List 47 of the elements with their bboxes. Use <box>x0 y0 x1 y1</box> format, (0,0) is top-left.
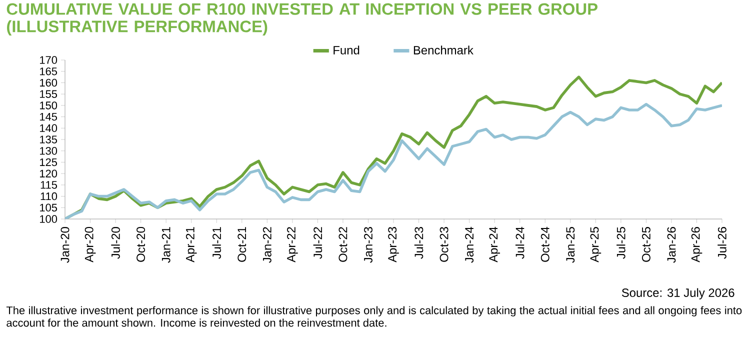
source-note: Source: 31 July 2026 <box>622 288 734 300</box>
y-tick-label: 100 <box>40 215 58 223</box>
y-tick-label: 135 <box>40 136 58 144</box>
x-tick-label: Jul-24 <box>515 226 524 259</box>
x-tick-label: Jul-20 <box>111 226 120 259</box>
x-tick-label: Jan-26 <box>667 227 676 263</box>
x-tick-label: Oct-23 <box>440 227 448 262</box>
y-tick-label: 125 <box>40 158 58 166</box>
x-tick-label: Jul-23 <box>414 227 424 259</box>
x-tick-label: Jan-23 <box>364 227 372 263</box>
x-tick-label: Apr-24 <box>489 226 500 262</box>
y-tick-label: 140 <box>40 124 58 132</box>
x-tick-label: Oct-22 <box>338 227 348 262</box>
x-tick-label: Jul-22 <box>313 227 322 259</box>
x-tick-label: Oct-24 <box>540 226 550 262</box>
chart-title: CUMULATIVE VALUE OF R100 INVESTED AT INCEPTION VS PEER GROUP (ILLUSTRATIVE PERFORMANCE) <box>6 3 598 36</box>
y-tick-label: 130 <box>40 146 58 155</box>
x-tick-label: Apr-21 <box>186 227 197 262</box>
y-tick-label: 115 <box>40 181 58 189</box>
x-tick-label: Apr-25 <box>590 227 602 262</box>
x-tick-label: Jul-25 <box>616 227 626 259</box>
y-tick-label: 155 <box>40 90 58 98</box>
y-tick-label: 160 <box>40 78 58 87</box>
x-tick-label: Apr-23 <box>388 227 399 262</box>
x-tick-label: Jul-21 <box>212 227 221 259</box>
x-tick-label: Apr-20 <box>84 226 96 262</box>
x-tick-label: Jan-22 <box>262 227 272 263</box>
y-tick-label: 150 <box>40 102 58 110</box>
x-tick-label: Jul-26 <box>718 227 726 259</box>
x-tick-label: Jan-20 <box>60 226 70 263</box>
x-tick-label: Jan-21 <box>162 227 170 263</box>
x-tick-label: Oct-21 <box>238 227 246 262</box>
x-tick-label: Apr-26 <box>691 227 702 262</box>
y-tick-label: 165 <box>40 67 58 76</box>
x-tick-label: Jan-24 <box>465 226 474 263</box>
x-tick-label: Apr-22 <box>287 227 298 262</box>
y-tick-label: 120 <box>40 170 58 178</box>
x-tick-label: Oct-25 <box>642 227 650 262</box>
y-tick-label: 105 <box>40 204 58 212</box>
x-tick-label: Oct-20 <box>136 226 146 262</box>
legend-label: Fund <box>334 46 360 54</box>
y-tick-label: 145 <box>40 112 58 121</box>
text: The illustrative investment performance is shown for illustrative purposes only and is calculated by taking the actual initial fees and all ongoing fees into account for the amount shown. Income is reinvested on the reinvestment date. <box>6 306 742 327</box>
y-tick-label: 170 <box>40 56 58 64</box>
x-tick-label: Jan-25 <box>566 227 575 263</box>
y-tick-label: 110 <box>40 192 58 200</box>
legend-label: Benchmark <box>414 46 474 54</box>
